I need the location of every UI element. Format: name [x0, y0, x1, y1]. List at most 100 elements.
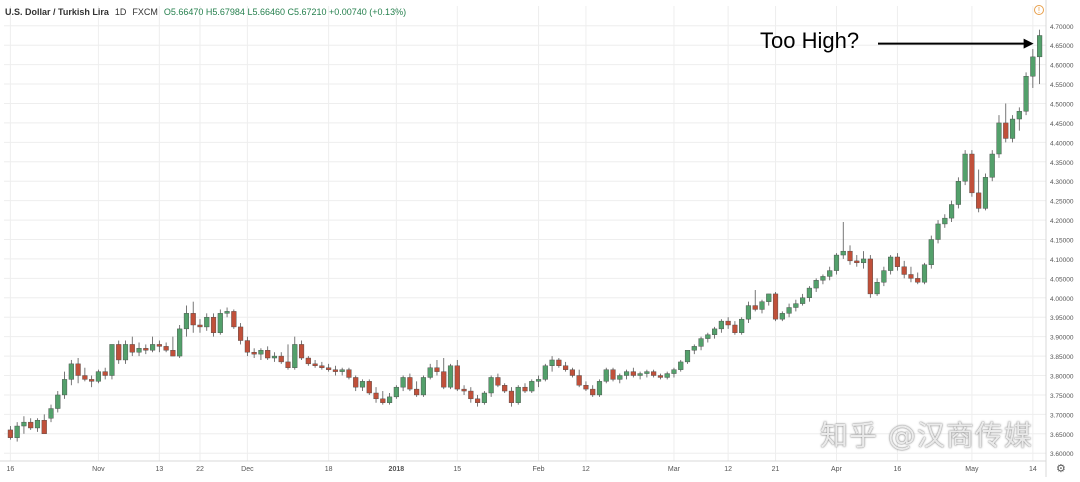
candle-body	[373, 392, 379, 400]
candle-body	[772, 293, 779, 320]
y-tick-label: 3.85000	[1050, 354, 1074, 361]
candle-body	[969, 153, 975, 194]
candle-body	[705, 334, 711, 339]
candle-body	[1030, 56, 1036, 77]
candle-body	[238, 326, 244, 341]
x-tick-label: 16	[894, 466, 902, 473]
candle-body	[68, 363, 74, 380]
interval-label[interactable]: 1D	[114, 7, 127, 17]
candle-body	[21, 421, 27, 427]
candle-body	[820, 276, 826, 281]
candle-body	[833, 254, 840, 271]
candle-body	[393, 386, 399, 398]
chart-header: U.S. Dollar / Turkish Lira 1D FXCM O5.66…	[5, 5, 406, 19]
y-tick-label: 4.65000	[1050, 43, 1074, 50]
candle-body	[7, 429, 13, 438]
candle-body	[48, 408, 54, 419]
candle-body	[116, 344, 122, 361]
candle-body	[461, 388, 467, 392]
candle-body	[292, 344, 298, 368]
candle-body	[854, 260, 860, 264]
info-icon[interactable]: !	[1034, 5, 1044, 15]
candle-body	[332, 369, 338, 372]
y-tick-label: 3.90000	[1050, 335, 1074, 342]
candle-body	[860, 258, 867, 264]
candle-body	[712, 328, 718, 335]
candle-body	[793, 303, 799, 308]
candle-body	[630, 371, 636, 376]
candle-body	[515, 386, 521, 403]
x-tick-label: 21	[772, 466, 780, 473]
y-tick-label: 4.30000	[1050, 179, 1074, 186]
candle-body	[596, 381, 603, 396]
candle-body	[217, 313, 223, 333]
x-tick-label: 12	[724, 466, 732, 473]
y-tick-label: 4.20000	[1050, 218, 1074, 225]
candle-body	[718, 320, 724, 330]
candle-body	[759, 301, 765, 310]
candle-body	[170, 350, 176, 357]
y-tick-label: 4.35000	[1050, 160, 1074, 167]
candle-body	[210, 317, 217, 333]
y-tick-label: 4.70000	[1050, 24, 1074, 31]
candle-body	[996, 122, 1002, 155]
candle-body	[684, 350, 691, 363]
candle-body	[89, 379, 95, 382]
y-tick-label: 4.05000	[1050, 276, 1074, 283]
candle-body	[305, 357, 311, 365]
candle-body	[745, 305, 752, 320]
candle-body	[976, 192, 982, 209]
exchange-label[interactable]: FXCM	[132, 7, 158, 17]
candle-body	[827, 270, 833, 277]
x-tick-label: 2018	[389, 466, 405, 473]
y-tick-label: 4.45000	[1050, 121, 1074, 128]
candle-body	[278, 355, 284, 363]
symbol-label[interactable]: U.S. Dollar / Turkish Lira	[5, 7, 109, 17]
candle-body	[454, 365, 460, 390]
candle-body	[265, 350, 271, 359]
x-tick-label: 22	[196, 466, 204, 473]
candle-body	[434, 367, 440, 372]
candle-body	[949, 204, 955, 219]
y-tick-label: 4.25000	[1050, 199, 1074, 206]
candle-body	[339, 369, 345, 372]
candle-body	[156, 344, 162, 347]
candle-body	[508, 390, 515, 403]
candle-body	[766, 293, 772, 302]
candle-body	[109, 344, 115, 376]
candle-body	[671, 369, 677, 374]
y-tick-label: 4.55000	[1050, 82, 1074, 89]
candle-body	[441, 371, 447, 388]
candle-body	[502, 385, 508, 392]
candle-body	[353, 377, 359, 388]
candle-body	[387, 396, 393, 403]
x-tick-label: 14	[1029, 466, 1037, 473]
candle-body	[346, 369, 352, 378]
candle-body	[136, 348, 142, 353]
y-tick-label: 3.70000	[1050, 412, 1074, 419]
candle-body	[1009, 118, 1016, 139]
y-tick-label: 4.15000	[1050, 238, 1074, 245]
candle-body	[942, 217, 948, 225]
candle-body	[1003, 122, 1009, 139]
candle-body	[204, 317, 210, 328]
candle-body	[732, 324, 738, 333]
candle-body	[691, 346, 697, 351]
candle-body	[664, 373, 670, 378]
candle-body	[542, 365, 548, 380]
candle-body	[617, 375, 623, 380]
candle-body	[28, 421, 34, 429]
candle-body	[583, 385, 589, 390]
candle-body	[82, 375, 88, 380]
candle-body	[806, 287, 812, 298]
candle-body	[400, 377, 406, 388]
watermark-text: 知乎 @汉商传媒	[820, 419, 1033, 452]
candle-body	[989, 153, 995, 178]
candle-body	[143, 348, 149, 351]
x-tick-label: 15	[453, 466, 461, 473]
y-tick-label: 4.50000	[1050, 101, 1074, 108]
gear-icon[interactable]: ⚙	[1056, 463, 1066, 475]
y-tick-label: 4.00000	[1050, 296, 1074, 303]
candle-body	[163, 346, 169, 351]
